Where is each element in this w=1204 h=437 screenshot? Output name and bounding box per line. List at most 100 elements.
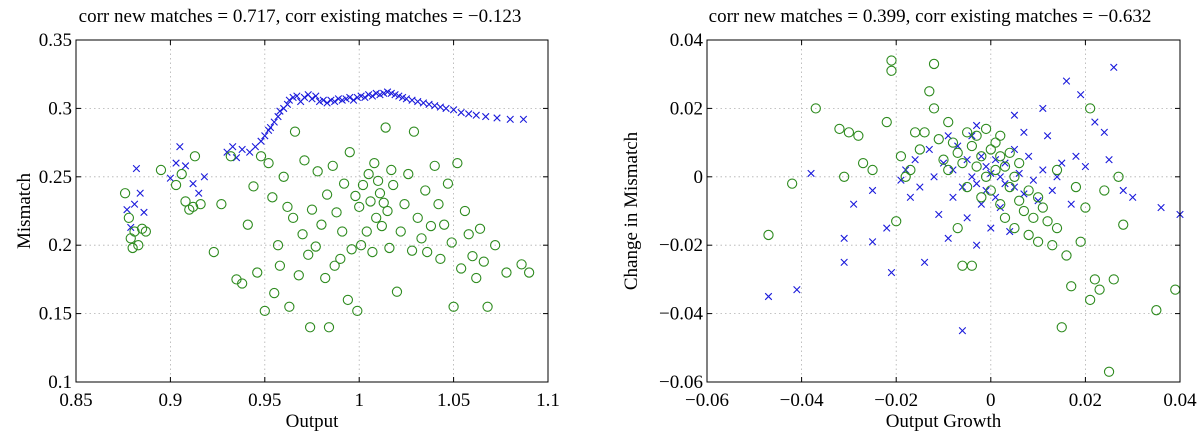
circle-point xyxy=(976,192,987,203)
circle-point xyxy=(971,130,982,141)
circle-point xyxy=(395,226,406,237)
x-point xyxy=(172,159,180,167)
y-tick-label: 0.15 xyxy=(39,304,72,325)
x-point xyxy=(1001,179,1009,188)
circle-point xyxy=(331,207,342,218)
x-point xyxy=(323,99,331,107)
circle-point xyxy=(943,116,954,128)
circle-point xyxy=(947,137,959,148)
x-point xyxy=(920,258,929,266)
circle-point xyxy=(187,201,199,213)
x-tick-label: 0.9 xyxy=(159,390,183,411)
circle-point xyxy=(125,233,136,244)
x-point xyxy=(176,143,184,151)
circle-point xyxy=(352,305,363,317)
y-tick-label: −0.02 xyxy=(659,235,703,256)
circle-point xyxy=(327,160,338,172)
circle-point xyxy=(482,301,493,312)
x-tick-label: −0.06 xyxy=(685,390,729,411)
circle-point xyxy=(999,161,1011,172)
circle-point xyxy=(985,144,996,155)
x-point xyxy=(972,241,981,249)
x-point xyxy=(261,132,269,140)
circle-point xyxy=(293,270,304,281)
circle-point xyxy=(1108,274,1119,285)
circle-point xyxy=(843,127,855,138)
x-point xyxy=(472,111,480,119)
circle-point xyxy=(422,246,433,258)
circle-point xyxy=(180,196,191,207)
x-point xyxy=(130,200,139,208)
x-point xyxy=(1129,193,1137,202)
x-point xyxy=(402,95,411,103)
circle-point xyxy=(446,237,457,248)
x-point xyxy=(944,234,952,243)
circle-point xyxy=(1084,294,1096,306)
x-tick-label: −0.02 xyxy=(874,390,918,411)
circle-point xyxy=(284,301,295,312)
x-point xyxy=(963,156,971,164)
x-point xyxy=(127,223,135,232)
chart-title: corr new matches = 0.717, corr existing … xyxy=(79,6,522,27)
circle-point xyxy=(406,245,418,256)
circle-point xyxy=(1014,195,1025,206)
x-point xyxy=(189,179,197,188)
x-point xyxy=(361,93,369,102)
circle-point xyxy=(310,241,321,252)
circle-point xyxy=(365,196,376,207)
circle-point xyxy=(1032,192,1044,203)
circle-point xyxy=(338,178,350,189)
circle-point xyxy=(928,58,940,70)
circle-point xyxy=(391,286,403,297)
x-point xyxy=(1157,203,1165,212)
x-point xyxy=(266,123,275,132)
x-point xyxy=(1058,159,1066,167)
circle-point xyxy=(1009,171,1020,182)
circle-point xyxy=(909,127,921,138)
x-point xyxy=(906,193,915,202)
circle-point xyxy=(1084,103,1096,114)
circle-point xyxy=(195,199,206,210)
circle-point xyxy=(420,185,431,196)
circle-point xyxy=(282,201,293,213)
x-point xyxy=(195,189,203,197)
y-tick-label: 0.3 xyxy=(48,98,72,119)
circle-point xyxy=(170,179,182,191)
x-point xyxy=(1067,200,1075,208)
circle-point xyxy=(155,164,167,176)
x-point xyxy=(414,97,422,106)
circle-point xyxy=(259,305,270,317)
circle-point xyxy=(471,272,482,284)
circle-point xyxy=(467,250,478,262)
x-point xyxy=(270,118,278,126)
x-point xyxy=(840,258,848,266)
x-tick-label: 0.95 xyxy=(248,390,281,411)
x-point xyxy=(425,100,433,108)
x-point xyxy=(1006,227,1014,236)
x-point xyxy=(916,183,924,191)
circle-point xyxy=(886,65,897,76)
circle-point xyxy=(1170,284,1181,295)
x-point xyxy=(1100,128,1109,137)
x-point xyxy=(257,137,265,145)
x-point xyxy=(408,96,416,104)
circle-point xyxy=(1037,202,1048,213)
circle-point xyxy=(980,123,992,135)
circle-point xyxy=(1014,157,1025,169)
x-point xyxy=(166,174,175,182)
circle-point xyxy=(881,116,892,128)
circle-point xyxy=(999,212,1011,223)
circle-point xyxy=(1051,164,1063,176)
circle-point xyxy=(354,201,365,213)
circle-point xyxy=(329,260,340,271)
circle-point xyxy=(386,164,397,176)
circle-point xyxy=(176,168,187,180)
x-tick-label: 0 xyxy=(986,390,996,411)
x-point xyxy=(1076,91,1085,99)
circle-point xyxy=(312,166,323,177)
circle-point xyxy=(346,244,357,255)
x-point xyxy=(346,93,354,102)
x-point xyxy=(1024,152,1033,160)
circle-point xyxy=(952,222,963,234)
x-point xyxy=(1020,190,1028,198)
